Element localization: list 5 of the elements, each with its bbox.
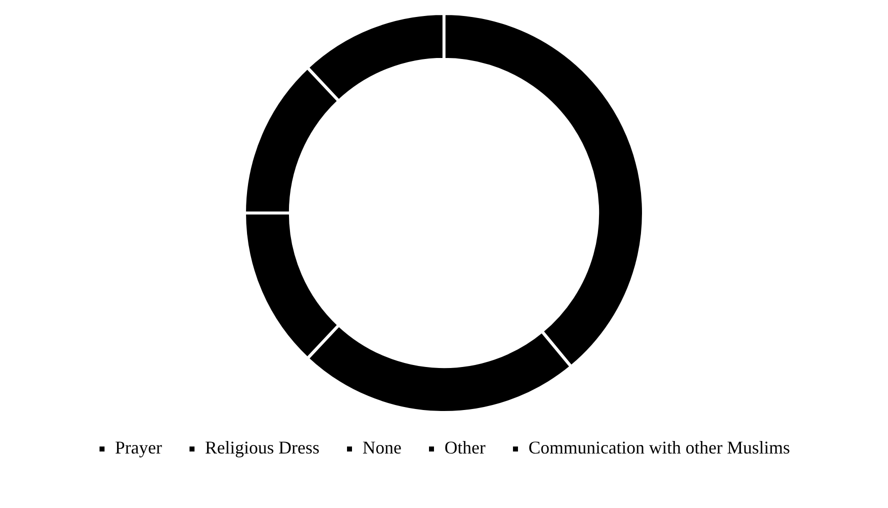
legend-label: Communication with other Muslims (528, 438, 790, 458)
legend-label: Other (444, 438, 486, 458)
legend-label: Prayer (115, 438, 162, 458)
legend-label: None (362, 438, 402, 458)
legend-label: Religious Dress (205, 438, 320, 458)
